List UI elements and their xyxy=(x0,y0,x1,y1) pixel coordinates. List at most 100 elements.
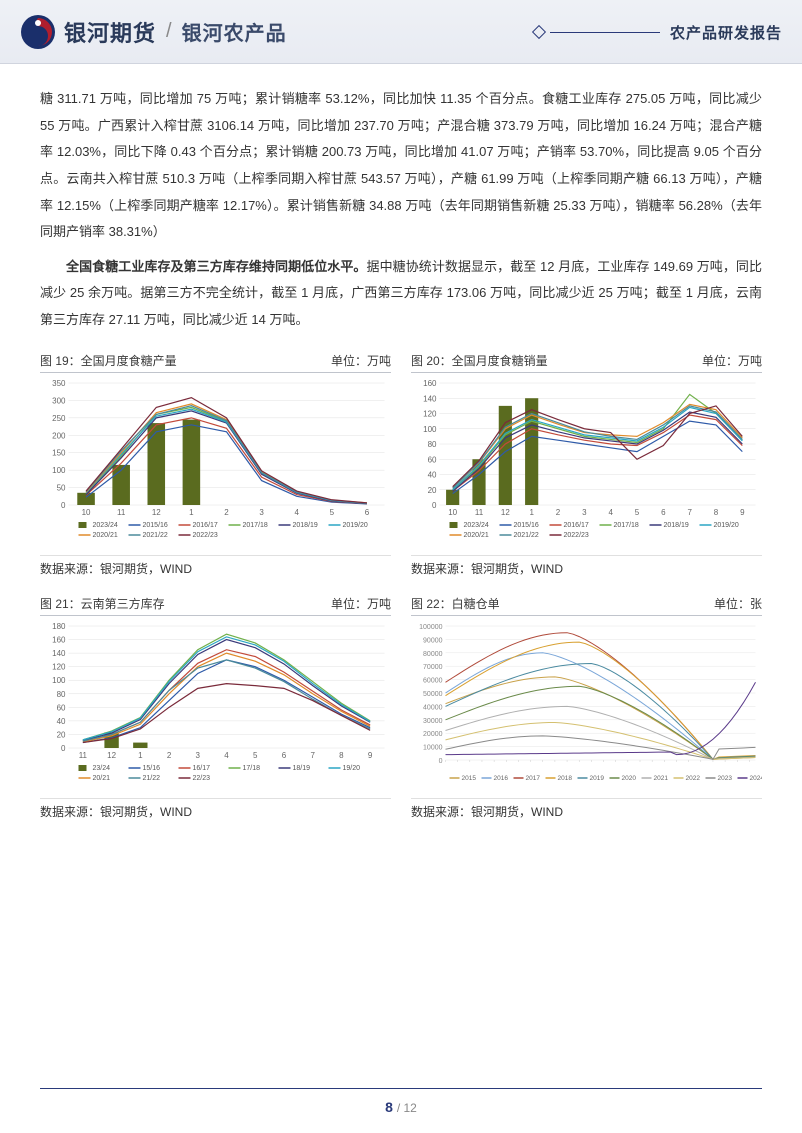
chart-21-unit: 单位：万吨 xyxy=(331,595,391,612)
svg-text:17/18: 17/18 xyxy=(243,765,261,772)
svg-text:2015/16: 2015/16 xyxy=(514,522,539,529)
page-number: 8 / 12 xyxy=(0,1099,802,1115)
page-sep: / xyxy=(397,1101,404,1115)
page-total: 12 xyxy=(404,1101,417,1115)
svg-text:2017: 2017 xyxy=(526,775,541,782)
chart-20-block: 图 20：全国月度食糖销量 单位：万吨 02040608010012014016… xyxy=(411,352,762,577)
header-line xyxy=(550,32,660,33)
svg-text:2: 2 xyxy=(167,751,172,760)
svg-text:2017/18: 2017/18 xyxy=(243,522,268,529)
paragraph-1: 糖 311.71 万吨，同比增加 75 万吨；累计销糖率 53.12%，同比加快… xyxy=(40,86,762,246)
svg-text:120: 120 xyxy=(423,409,437,418)
svg-text:40: 40 xyxy=(428,470,437,479)
svg-text:40000: 40000 xyxy=(423,704,443,711)
svg-text:5: 5 xyxy=(635,508,640,517)
svg-text:50: 50 xyxy=(57,483,66,492)
svg-text:6: 6 xyxy=(282,751,287,760)
svg-text:140: 140 xyxy=(423,394,437,403)
svg-text:7: 7 xyxy=(310,751,315,760)
report-type: 农产品研发报告 xyxy=(670,22,782,43)
content-area: 糖 311.71 万吨，同比增加 75 万吨；累计销糖率 53.12%，同比加快… xyxy=(0,64,802,820)
divider-slash: / xyxy=(166,20,172,43)
svg-text:30000: 30000 xyxy=(423,718,443,725)
svg-text:100: 100 xyxy=(52,466,66,475)
svg-text:8: 8 xyxy=(339,751,344,760)
chart-21-canvas: 020406080100120140160180111212345678923/… xyxy=(40,618,391,788)
svg-text:80: 80 xyxy=(428,440,437,449)
svg-text:80000: 80000 xyxy=(423,651,443,658)
svg-text:40: 40 xyxy=(57,717,66,726)
svg-text:350: 350 xyxy=(52,379,66,388)
brand-name: 银河期货 xyxy=(64,16,156,48)
svg-text:20000: 20000 xyxy=(423,731,443,738)
svg-text:10: 10 xyxy=(448,508,457,517)
svg-text:2023: 2023 xyxy=(718,775,733,782)
svg-text:140: 140 xyxy=(52,649,66,658)
chart-19-unit: 单位：万吨 xyxy=(331,352,391,369)
svg-text:250: 250 xyxy=(52,414,66,423)
svg-text:2: 2 xyxy=(556,508,561,517)
svg-text:11: 11 xyxy=(117,508,126,517)
svg-text:2020/21: 2020/21 xyxy=(464,532,489,539)
svg-text:2022: 2022 xyxy=(686,775,701,782)
svg-text:2017/18: 2017/18 xyxy=(614,522,639,529)
charts-grid: 图 19：全国月度食糖产量 单位：万吨 05010015020025030035… xyxy=(40,352,762,820)
svg-text:5: 5 xyxy=(253,751,258,760)
svg-text:12: 12 xyxy=(107,751,116,760)
svg-text:200: 200 xyxy=(52,431,66,440)
chart-22-block: 图 22：白糖仓单 单位：张 0100002000030000400005000… xyxy=(411,595,762,820)
svg-text:60000: 60000 xyxy=(423,677,443,684)
svg-text:50000: 50000 xyxy=(423,691,443,698)
svg-text:2021: 2021 xyxy=(654,775,669,782)
svg-text:3: 3 xyxy=(196,751,201,760)
svg-text:2021/22: 2021/22 xyxy=(143,532,168,539)
svg-text:2018/19: 2018/19 xyxy=(293,522,318,529)
svg-text:4: 4 xyxy=(224,751,229,760)
logo-icon xyxy=(20,14,56,50)
svg-text:4: 4 xyxy=(608,508,613,517)
svg-text:11: 11 xyxy=(475,508,484,517)
svg-text:6: 6 xyxy=(365,508,370,517)
chart-22-title: 图 22：白糖仓单 xyxy=(411,595,500,612)
page-current: 8 xyxy=(385,1099,393,1115)
svg-text:2022/23: 2022/23 xyxy=(193,532,218,539)
chart-21-block: 图 21：云南第三方库存 单位：万吨 020406080100120140160… xyxy=(40,595,391,820)
svg-text:2019/20: 2019/20 xyxy=(714,522,739,529)
chart-20-source: 数据来源：银河期货，WIND xyxy=(411,555,762,577)
svg-text:2015/16: 2015/16 xyxy=(143,522,168,529)
svg-text:19/20: 19/20 xyxy=(343,765,361,772)
svg-text:2020: 2020 xyxy=(622,775,637,782)
svg-text:3: 3 xyxy=(582,508,587,517)
svg-text:20: 20 xyxy=(428,486,437,495)
svg-text:18/19: 18/19 xyxy=(293,765,311,772)
svg-text:2022/23: 2022/23 xyxy=(564,532,589,539)
svg-text:2015: 2015 xyxy=(462,775,477,782)
svg-text:300: 300 xyxy=(52,396,66,405)
svg-text:1: 1 xyxy=(189,508,194,517)
svg-text:20: 20 xyxy=(57,730,66,739)
svg-text:100: 100 xyxy=(52,676,66,685)
svg-text:150: 150 xyxy=(52,448,66,457)
chart-22-unit: 单位：张 xyxy=(714,595,762,612)
svg-text:21/22: 21/22 xyxy=(143,775,161,782)
svg-text:2019: 2019 xyxy=(590,775,605,782)
svg-text:5: 5 xyxy=(330,508,335,517)
chart-20-title: 图 20：全国月度食糖销量 xyxy=(411,352,548,369)
chart-20-canvas: 0204060801001201401601011121234567892023… xyxy=(411,375,762,545)
chart-20-unit: 单位：万吨 xyxy=(702,352,762,369)
svg-text:10: 10 xyxy=(82,508,91,517)
svg-text:70000: 70000 xyxy=(423,664,443,671)
svg-text:10000: 10000 xyxy=(423,744,443,751)
svg-text:1: 1 xyxy=(138,751,143,760)
page-header: 银河期货 / 银河农产品 农产品研发报告 xyxy=(0,0,802,64)
chart-19-canvas: 0501001502002503003501011121234562023/24… xyxy=(40,375,391,545)
svg-text:2023/24: 2023/24 xyxy=(464,522,489,529)
svg-text:160: 160 xyxy=(423,379,437,388)
svg-text:9: 9 xyxy=(740,508,745,517)
svg-text:1: 1 xyxy=(529,508,534,517)
svg-text:8: 8 xyxy=(714,508,719,517)
svg-text:2: 2 xyxy=(224,508,229,517)
chart-22-source: 数据来源：银河期货，WIND xyxy=(411,798,762,820)
header-right: 农产品研发报告 xyxy=(534,0,782,64)
svg-text:12: 12 xyxy=(501,508,510,517)
